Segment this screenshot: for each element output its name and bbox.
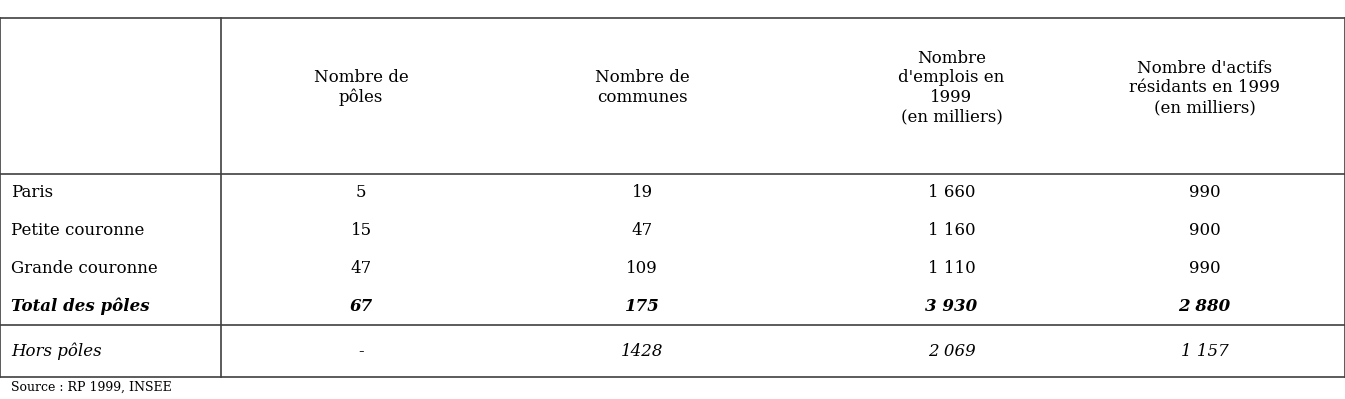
Text: 1 110: 1 110 <box>928 260 975 277</box>
Text: 109: 109 <box>627 260 658 277</box>
Text: Source : RP 1999, INSEE: Source : RP 1999, INSEE <box>11 381 172 394</box>
Text: 900: 900 <box>1189 222 1220 239</box>
Text: Total des pôles: Total des pôles <box>11 298 149 315</box>
Text: 3 930: 3 930 <box>925 298 978 315</box>
Text: 2 069: 2 069 <box>928 343 975 359</box>
Text: 175: 175 <box>625 298 659 315</box>
Text: 1 660: 1 660 <box>928 184 975 201</box>
Text: Hors pôles: Hors pôles <box>11 342 101 360</box>
Text: 990: 990 <box>1189 184 1220 201</box>
Text: 2 880: 2 880 <box>1178 298 1231 315</box>
Text: Nombre de
communes: Nombre de communes <box>594 69 690 106</box>
Text: 15: 15 <box>351 222 371 239</box>
Text: 47: 47 <box>632 222 652 239</box>
Text: 1428: 1428 <box>621 343 663 359</box>
Text: 47: 47 <box>351 260 371 277</box>
Text: 19: 19 <box>632 184 652 201</box>
Text: 5: 5 <box>356 184 366 201</box>
Text: 990: 990 <box>1189 260 1220 277</box>
Text: Petite couronne: Petite couronne <box>11 222 144 239</box>
Text: Nombre d'actifs
résidants en 1999
(en milliers): Nombre d'actifs résidants en 1999 (en mi… <box>1128 60 1280 116</box>
Text: 1 160: 1 160 <box>928 222 975 239</box>
Text: -: - <box>358 343 364 359</box>
Text: Paris: Paris <box>11 184 52 201</box>
Text: 1 157: 1 157 <box>1181 343 1228 359</box>
Text: Nombre de
pôles: Nombre de pôles <box>313 69 409 107</box>
Text: Grande couronne: Grande couronne <box>11 260 157 277</box>
Text: 67: 67 <box>350 298 373 315</box>
Text: Nombre
d'emplois en
1999
(en milliers): Nombre d'emplois en 1999 (en milliers) <box>898 50 1005 126</box>
